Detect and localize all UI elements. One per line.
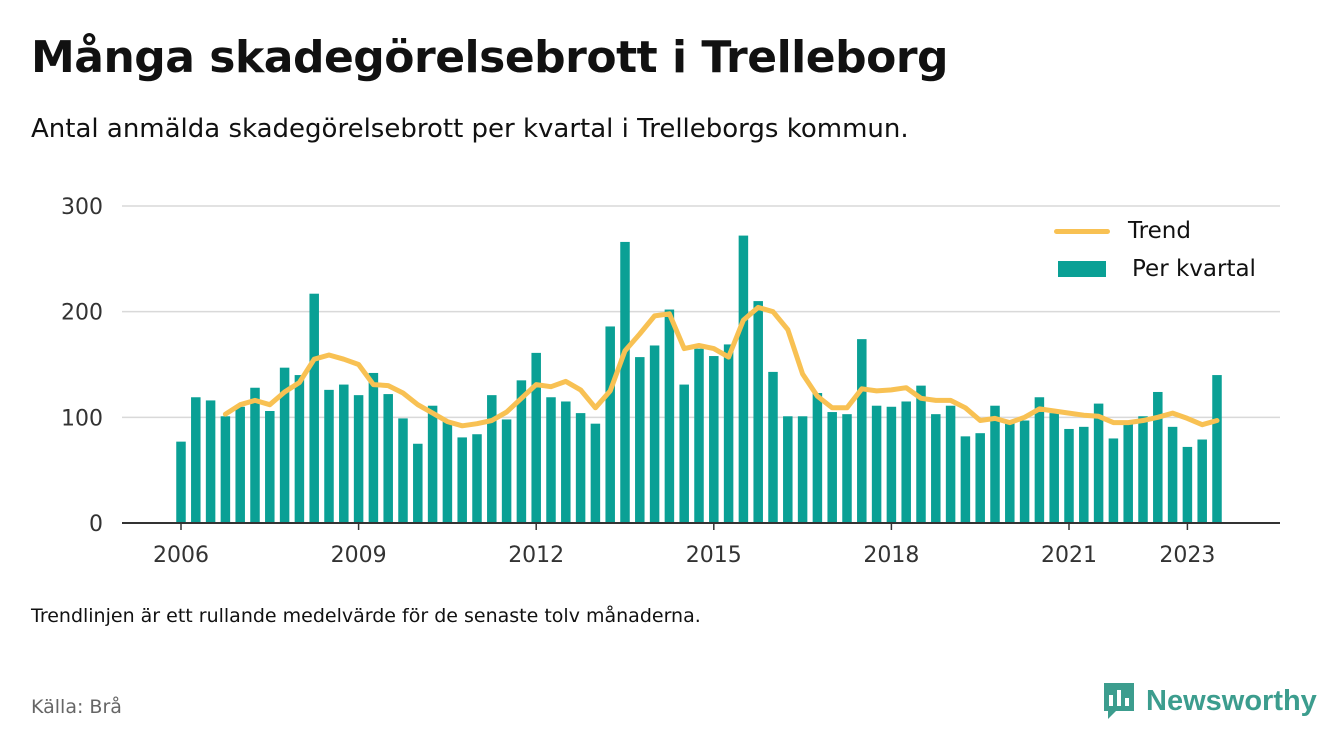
bar-line-chart: 0 100 200 300 2006 2009 2012 2015 2018 2021 2023	[61, 195, 1280, 568]
bar-per-kvartal	[442, 421, 453, 523]
bar-per-kvartal	[709, 356, 719, 523]
x-tick-label: 2023	[1159, 543, 1215, 568]
page-title: Många skadegörelsebrott i Trelleborg	[31, 32, 949, 83]
y-tick-label: 100	[61, 406, 103, 431]
bar-per-kvartal	[368, 372, 379, 523]
bar-per-kvartal	[383, 394, 393, 523]
bar-per-kvartal	[664, 309, 675, 523]
x-tick-label: 2009	[331, 543, 387, 568]
x-tick-label: 2018	[863, 543, 919, 568]
bar-per-kvartal	[945, 405, 956, 523]
x-tick-label: 2006	[153, 543, 209, 568]
bar-per-kvartal	[960, 436, 971, 523]
bar-per-kvartal	[694, 348, 704, 523]
bar-per-kvartal	[1212, 375, 1222, 523]
source-credit: Källa: Brå	[31, 696, 122, 718]
bar-per-kvartal	[1197, 439, 1207, 523]
bar-per-kvartal	[250, 387, 260, 523]
bar-per-kvartal	[1049, 413, 1059, 523]
bar-per-kvartal	[339, 384, 349, 523]
y-tick-label: 200	[61, 301, 103, 326]
y-tick-label: 300	[61, 195, 103, 220]
bar-per-kvartal	[561, 401, 571, 523]
bar-per-kvartal	[590, 423, 601, 523]
bar-per-kvartal	[531, 352, 541, 523]
bar-per-kvartal	[1093, 403, 1104, 523]
bar-per-kvartal	[768, 371, 778, 523]
legend-item-trend: Trend	[1054, 212, 1256, 250]
bar-per-kvartal	[738, 235, 749, 523]
bar-per-kvartal	[413, 443, 423, 523]
bar-per-kvartal	[620, 241, 630, 523]
bar-per-kvartal	[235, 406, 245, 523]
bar-per-kvartal	[827, 412, 837, 523]
bar-per-kvartal	[546, 397, 556, 523]
bar-per-kvartal	[1182, 446, 1193, 523]
x-tick-label: 2015	[686, 543, 742, 568]
bar-per-kvartal	[324, 389, 334, 523]
bar-per-kvartal	[797, 416, 808, 523]
bar-per-kvartal	[649, 345, 660, 523]
bar-per-kvartal	[176, 441, 186, 523]
bar-per-kvartal	[635, 357, 645, 523]
bar-per-kvartal	[1138, 416, 1148, 523]
trend-footnote: Trendlinjen är ett rullande medelvärde f…	[31, 605, 701, 627]
bar-per-kvartal	[990, 405, 1000, 523]
bar-per-kvartal	[220, 416, 231, 523]
bar-per-kvartal	[398, 418, 408, 523]
bar-per-kvartal	[783, 416, 793, 523]
page-subtitle: Antal anmälda skadegörelsebrott per kvar…	[31, 114, 909, 144]
bar-swatch-icon	[1058, 261, 1106, 277]
y-tick-label: 0	[89, 512, 103, 537]
bar-per-kvartal	[842, 414, 852, 523]
bar-per-kvartal	[575, 413, 586, 523]
legend-label-trend: Trend	[1128, 218, 1191, 244]
bar-per-kvartal	[427, 405, 438, 523]
bar-per-kvartal	[1079, 426, 1089, 523]
bar-per-kvartal	[901, 401, 911, 523]
bar-per-kvartal	[916, 385, 926, 523]
bar-per-kvartal	[487, 395, 497, 523]
trend-swatch-icon	[1054, 228, 1110, 234]
bar-per-kvartal	[294, 375, 305, 523]
bar-per-kvartal	[279, 367, 290, 523]
bar-per-kvartal	[723, 344, 734, 523]
newsworthy-logo-icon	[1104, 683, 1134, 719]
bar-per-kvartal	[516, 380, 527, 523]
brand-logo: Newsworthy	[1102, 681, 1317, 721]
bar-per-kvartal	[1108, 438, 1119, 523]
bar-per-kvartal	[265, 410, 275, 523]
bar-per-kvartal	[1064, 428, 1074, 523]
bar-per-kvartal	[605, 326, 615, 523]
brand-name: Newsworthy	[1146, 684, 1317, 717]
x-tick-label: 2021	[1041, 543, 1097, 568]
bar-per-kvartal	[472, 434, 482, 523]
bar-per-kvartal	[1167, 426, 1178, 523]
chart-legend: Trend Per kvartal	[1054, 212, 1256, 288]
bar-per-kvartal	[1005, 421, 1015, 523]
bar-per-kvartal	[309, 293, 319, 523]
bar-per-kvartal	[191, 397, 201, 523]
bar-per-kvartal	[812, 393, 823, 523]
x-tick-label: 2012	[508, 543, 564, 568]
legend-item-per-kvartal: Per kvartal	[1054, 250, 1256, 288]
bar-per-kvartal	[501, 419, 512, 523]
bar-per-kvartal	[931, 414, 941, 523]
bar-per-kvartal	[1123, 420, 1133, 523]
bar-per-kvartal	[353, 395, 364, 523]
bar-per-kvartal	[1019, 420, 1030, 523]
bar-per-kvartal	[886, 406, 897, 523]
bar-per-kvartal	[679, 384, 689, 523]
bar-per-kvartal	[1153, 391, 1163, 523]
bar-per-kvartal	[871, 405, 882, 523]
bar-per-kvartal	[975, 433, 985, 523]
bar-per-kvartal	[1034, 397, 1045, 523]
bar-per-kvartal	[857, 339, 867, 523]
bar-per-kvartal	[753, 301, 763, 523]
bar-per-kvartal	[205, 400, 216, 523]
trend-line	[222, 304, 1220, 429]
bar-per-kvartal	[457, 437, 467, 523]
legend-label-per-kvartal: Per kvartal	[1132, 256, 1256, 282]
